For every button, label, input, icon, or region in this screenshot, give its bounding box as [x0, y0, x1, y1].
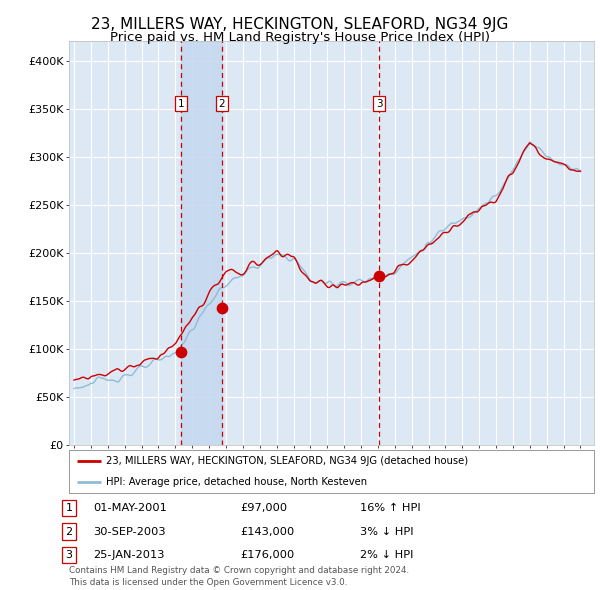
Text: £176,000: £176,000 — [240, 550, 294, 560]
Text: 30-SEP-2003: 30-SEP-2003 — [93, 527, 166, 536]
Text: 2: 2 — [218, 99, 225, 109]
Text: 23, MILLERS WAY, HECKINGTON, SLEAFORD, NG34 9JG: 23, MILLERS WAY, HECKINGTON, SLEAFORD, N… — [91, 17, 509, 31]
Text: 1: 1 — [178, 99, 184, 109]
Text: 23, MILLERS WAY, HECKINGTON, SLEAFORD, NG34 9JG (detached house): 23, MILLERS WAY, HECKINGTON, SLEAFORD, N… — [106, 456, 468, 466]
Text: £143,000: £143,000 — [240, 527, 294, 536]
Text: £97,000: £97,000 — [240, 503, 287, 513]
Text: 3: 3 — [376, 99, 382, 109]
Point — [217, 303, 227, 313]
Text: Price paid vs. HM Land Registry's House Price Index (HPI): Price paid vs. HM Land Registry's House … — [110, 31, 490, 44]
Bar — [181, 41, 222, 445]
Text: 01-MAY-2001: 01-MAY-2001 — [93, 503, 167, 513]
Text: 2% ↓ HPI: 2% ↓ HPI — [360, 550, 413, 560]
Text: 3% ↓ HPI: 3% ↓ HPI — [360, 527, 413, 536]
Text: HPI: Average price, detached house, North Kesteven: HPI: Average price, detached house, Nort… — [106, 477, 367, 487]
Point — [176, 348, 186, 357]
Text: 1: 1 — [65, 503, 73, 513]
Point — [374, 271, 384, 281]
Text: Contains HM Land Registry data © Crown copyright and database right 2024.
This d: Contains HM Land Registry data © Crown c… — [69, 566, 409, 587]
Text: 2: 2 — [65, 527, 73, 536]
Text: 16% ↑ HPI: 16% ↑ HPI — [360, 503, 421, 513]
Text: 25-JAN-2013: 25-JAN-2013 — [93, 550, 164, 560]
Text: 3: 3 — [65, 550, 73, 560]
